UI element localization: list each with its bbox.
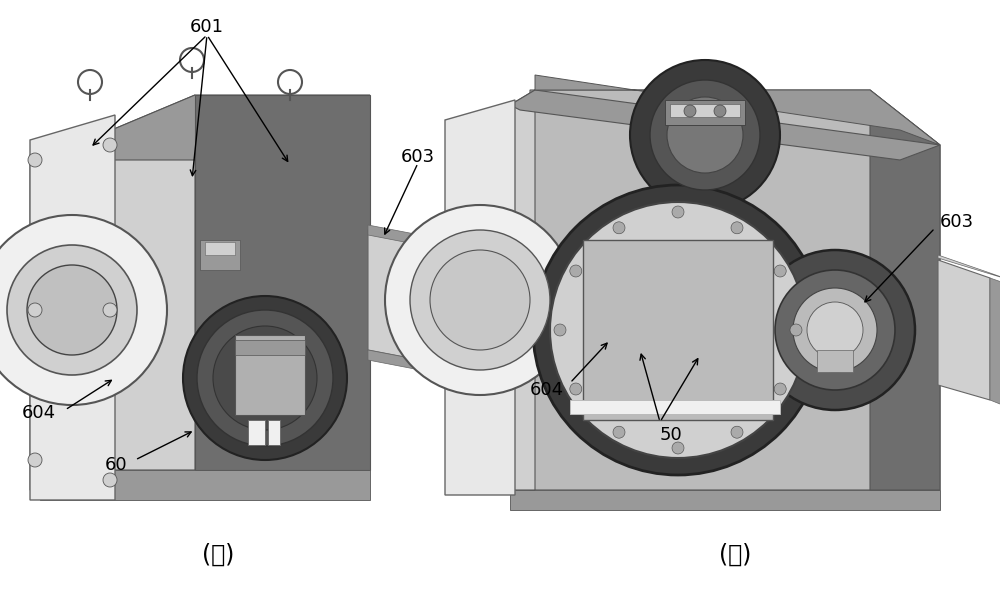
Circle shape [630, 60, 780, 210]
Circle shape [554, 324, 566, 336]
Circle shape [550, 202, 806, 458]
Text: 50: 50 [660, 426, 683, 444]
Circle shape [731, 426, 743, 438]
Circle shape [28, 153, 42, 167]
Polygon shape [195, 95, 370, 470]
Circle shape [103, 138, 117, 152]
Polygon shape [530, 90, 940, 490]
Text: 603: 603 [401, 148, 435, 166]
Circle shape [714, 105, 726, 117]
Polygon shape [368, 350, 420, 370]
Polygon shape [205, 242, 235, 255]
Polygon shape [583, 240, 773, 420]
Circle shape [684, 105, 696, 117]
Circle shape [385, 205, 575, 395]
Polygon shape [870, 90, 940, 490]
Polygon shape [990, 278, 1000, 408]
Circle shape [774, 265, 786, 277]
Polygon shape [248, 420, 265, 445]
Text: 604: 604 [22, 404, 56, 422]
Polygon shape [268, 420, 280, 445]
Circle shape [570, 265, 582, 277]
Circle shape [807, 302, 863, 358]
Polygon shape [938, 255, 1000, 280]
Text: 603: 603 [940, 213, 974, 231]
Circle shape [410, 230, 550, 370]
Polygon shape [938, 260, 990, 400]
Bar [570, 400, 780, 414]
Polygon shape [235, 335, 305, 415]
Polygon shape [40, 95, 370, 160]
Polygon shape [30, 130, 100, 490]
Circle shape [613, 222, 625, 234]
Polygon shape [40, 95, 195, 470]
Polygon shape [510, 90, 940, 160]
Polygon shape [368, 225, 420, 245]
Polygon shape [30, 115, 115, 500]
Circle shape [103, 303, 117, 317]
Circle shape [103, 473, 117, 487]
Circle shape [650, 80, 760, 190]
Polygon shape [455, 105, 510, 490]
Polygon shape [235, 340, 305, 355]
Text: 601: 601 [190, 18, 224, 36]
Circle shape [0, 215, 167, 405]
Circle shape [672, 206, 684, 218]
Circle shape [613, 426, 625, 438]
Circle shape [430, 250, 530, 350]
Circle shape [755, 250, 915, 410]
Circle shape [731, 222, 743, 234]
Circle shape [28, 453, 42, 467]
Text: (ａ): (ａ) [202, 543, 234, 567]
Text: (ｂ): (ｂ) [719, 543, 751, 567]
Circle shape [570, 383, 582, 395]
Circle shape [183, 296, 347, 460]
Circle shape [213, 326, 317, 430]
Circle shape [7, 245, 137, 375]
Polygon shape [40, 470, 370, 500]
Circle shape [28, 303, 42, 317]
Circle shape [667, 97, 743, 173]
Polygon shape [510, 90, 535, 490]
Polygon shape [200, 240, 240, 270]
Circle shape [533, 185, 823, 475]
Circle shape [793, 288, 877, 372]
Text: 604: 604 [530, 381, 564, 399]
Polygon shape [445, 100, 515, 495]
Circle shape [672, 442, 684, 454]
Polygon shape [817, 350, 853, 372]
Circle shape [197, 310, 333, 446]
Polygon shape [665, 100, 745, 125]
Circle shape [27, 265, 117, 355]
Circle shape [775, 270, 895, 390]
Circle shape [774, 383, 786, 395]
Polygon shape [368, 230, 420, 360]
Text: 60: 60 [105, 456, 128, 474]
Polygon shape [510, 490, 940, 510]
Polygon shape [535, 75, 940, 145]
Polygon shape [670, 104, 740, 117]
Circle shape [790, 324, 802, 336]
